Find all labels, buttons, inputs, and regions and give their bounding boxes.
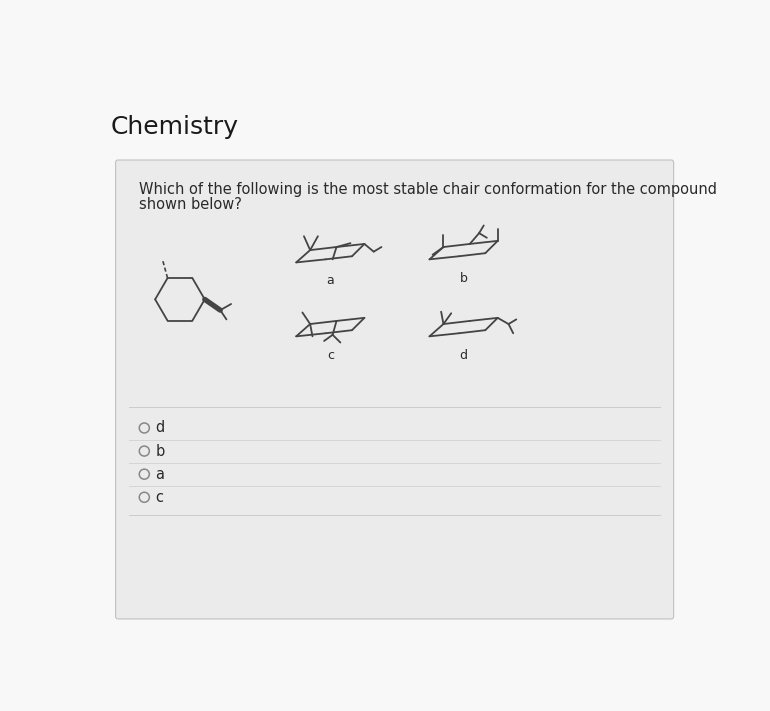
- Text: shown below?: shown below?: [139, 197, 242, 212]
- Text: Chemistry: Chemistry: [110, 114, 238, 139]
- Text: Which of the following is the most stable chair conformation for the compound: Which of the following is the most stabl…: [139, 181, 717, 196]
- Text: a: a: [155, 466, 164, 481]
- Text: b: b: [460, 272, 467, 285]
- Text: a: a: [326, 274, 334, 287]
- Text: d: d: [460, 349, 467, 363]
- Text: d: d: [155, 420, 165, 435]
- FancyBboxPatch shape: [116, 160, 674, 619]
- Text: c: c: [326, 348, 334, 362]
- Text: c: c: [155, 490, 163, 505]
- Text: b: b: [155, 444, 165, 459]
